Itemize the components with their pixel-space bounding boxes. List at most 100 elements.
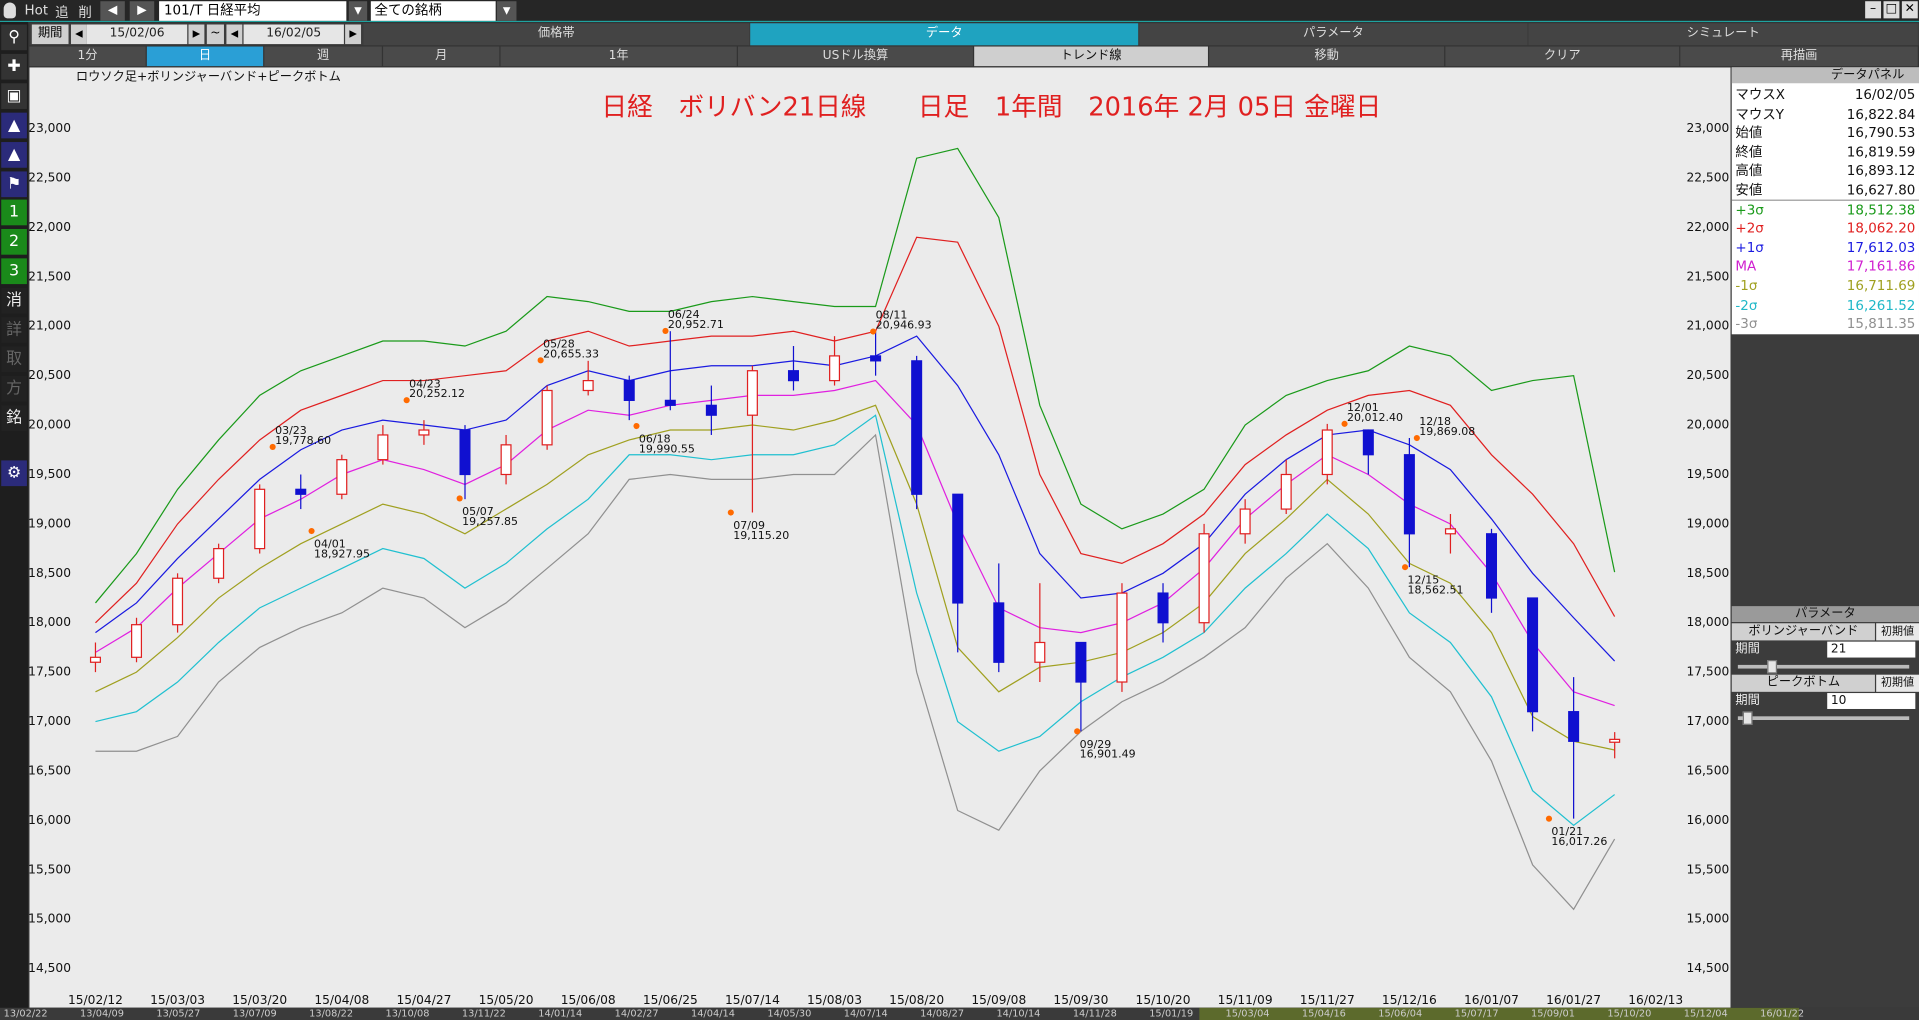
date-arrow[interactable]: ◀ — [226, 24, 243, 45]
period-label: 期間 — [31, 24, 69, 45]
sidebar-icon[interactable]: ▲ — [1, 142, 27, 168]
candle-body — [254, 488, 266, 550]
divider — [1731, 199, 1919, 201]
date-to[interactable]: 16/02/05 — [243, 24, 344, 45]
peak-bottom-marker — [662, 327, 669, 334]
sidebar-button[interactable]: 1 — [1, 199, 27, 226]
bottom-tab[interactable]: 日 — [146, 46, 264, 67]
window-button[interactable]: □ — [1883, 1, 1900, 19]
sidebar-button[interactable]: 消 — [1, 287, 27, 314]
top-tab[interactable]: パラメータ — [1139, 23, 1528, 46]
bottom-tab[interactable]: トレンド線 — [974, 46, 1208, 67]
param-reset[interactable]: 初期値 — [1876, 623, 1919, 641]
y-tick-label-right: 18,500 — [1686, 566, 1729, 580]
prev-button[interactable]: ◀ — [100, 1, 125, 21]
x-tick-label: 16/01/07 — [1464, 993, 1519, 1007]
y-tick-label: 17,500 — [29, 665, 71, 679]
symbol-input[interactable]: 101/T 日経平均 — [159, 1, 347, 21]
param-slider-thumb[interactable] — [1742, 711, 1753, 725]
top-tab[interactable]: シミュレート — [1528, 23, 1918, 46]
data-row-value: 16,819.59 — [1846, 144, 1916, 161]
candle-body — [705, 404, 717, 416]
candle-body — [1362, 429, 1374, 456]
sidebar-button[interactable]: 2 — [1, 228, 27, 255]
x-tick-label: 15/03/03 — [150, 993, 205, 1007]
top-tab[interactable]: 価格帯 — [363, 23, 749, 46]
filter-dropdown[interactable]: ▼ — [496, 1, 517, 21]
param-label: 期間 — [1735, 694, 1760, 708]
sidebar-button[interactable]: 取 — [1, 346, 27, 373]
annotation-value: 20,946.93 — [876, 318, 932, 331]
scroll-date: 16/01/22 — [1760, 1007, 1805, 1019]
peak-bottom-marker — [1074, 728, 1081, 735]
y-tick-label: 20,000 — [29, 418, 71, 432]
settings-icon[interactable]: ⚙ — [1, 460, 27, 487]
annotation-value: 19,869.08 — [1419, 425, 1475, 438]
y-tick-label-right: 20,500 — [1686, 368, 1729, 382]
param-value[interactable]: 21 — [1827, 641, 1916, 658]
sidebar-button[interactable]: 銘 — [1, 405, 27, 432]
param-reset[interactable]: 初期値 — [1876, 674, 1919, 692]
toolbar-button[interactable]: 削 — [78, 4, 92, 20]
data-row-value: 16,893.12 — [1846, 163, 1916, 180]
data-row-label: +1σ — [1735, 239, 1764, 256]
candle-body — [1116, 592, 1128, 683]
date-arrow[interactable]: ▶ — [345, 24, 362, 45]
sidebar-button[interactable]: 3 — [1, 258, 27, 285]
date-arrow[interactable]: ▶ — [188, 24, 205, 45]
date-arrow[interactable]: ◀ — [70, 24, 87, 45]
candle-body — [377, 434, 389, 461]
window-button[interactable]: – — [1865, 1, 1882, 19]
sidebar-button[interactable]: 詳 — [1, 317, 27, 343]
annotation-date: 12/01 — [1347, 401, 1379, 414]
candle-body — [993, 602, 1005, 663]
bottom-tab[interactable]: 移動 — [1209, 46, 1445, 67]
data-row-label: マウスX — [1735, 86, 1786, 103]
annotation-value: 19,115.20 — [733, 529, 789, 542]
band-line — [95, 379, 1615, 707]
sidebar-icon[interactable]: ▣ — [1, 83, 27, 109]
peak-bottom-marker — [1413, 434, 1420, 442]
scroll-date: 15/10/20 — [1607, 1007, 1652, 1019]
candle-body — [172, 577, 184, 626]
param-slider-thumb[interactable] — [1767, 660, 1778, 674]
symbol-dropdown[interactable]: ▼ — [348, 1, 368, 21]
data-row-value: 16,711.69 — [1846, 277, 1916, 294]
sidebar-icon[interactable]: ⚲ — [1, 24, 27, 51]
top-tab[interactable]: データ — [750, 23, 1139, 46]
bottom-tab[interactable]: 月 — [383, 46, 500, 67]
param-label: 期間 — [1735, 642, 1760, 657]
scroll-date: 13/07/09 — [232, 1007, 277, 1019]
sidebar-icon[interactable]: ▲ — [1, 112, 27, 139]
bottom-tab[interactable]: 再描画 — [1680, 46, 1918, 67]
y-tick-label: 19,000 — [29, 516, 71, 530]
bottom-tab[interactable]: クリア — [1445, 46, 1680, 67]
scroll-date: 13/02/22 — [3, 1007, 48, 1019]
candle-body — [1198, 533, 1210, 624]
candle-body — [952, 493, 964, 604]
x-tick-label: 15/10/20 — [1136, 993, 1191, 1007]
toolbar-button[interactable]: Hot — [24, 2, 49, 19]
bottom-tab[interactable]: USドル換算 — [737, 46, 973, 67]
chart-title: 日経 ボリバン21日線 日足 1年間 2016年 2月 05日 金曜日 — [601, 92, 1381, 122]
date-from[interactable]: 15/02/06 — [86, 24, 188, 45]
toolbar-button[interactable]: 追 — [55, 4, 69, 20]
x-tick-label: 15/09/30 — [1053, 993, 1108, 1007]
bottom-tab[interactable]: 1分 — [29, 46, 146, 67]
sidebar-icon[interactable]: ⚑ — [1, 171, 27, 198]
next-button[interactable]: ▶ — [129, 1, 155, 21]
param-value[interactable]: 10 — [1827, 693, 1916, 709]
filter-select[interactable]: 全ての銘柄 — [370, 1, 496, 21]
scroll-date: 14/05/30 — [767, 1007, 812, 1019]
sidebar-icon[interactable]: ✚ — [1, 53, 27, 80]
bottom-tab[interactable]: 週 — [264, 46, 382, 67]
annotation-date: 08/11 — [876, 309, 908, 322]
bottom-tab[interactable]: 1年 — [500, 46, 737, 67]
y-tick-label-right: 19,000 — [1686, 516, 1729, 530]
x-tick-label: 16/02/13 — [1628, 993, 1683, 1007]
window-button[interactable]: ✕ — [1901, 1, 1918, 19]
annotation-date: 12/18 — [1419, 415, 1451, 428]
scroll-thumb[interactable] — [1199, 1007, 1800, 1020]
sidebar-button[interactable]: 方 — [1, 375, 27, 402]
annotation-value: 19,778.60 — [275, 434, 331, 447]
